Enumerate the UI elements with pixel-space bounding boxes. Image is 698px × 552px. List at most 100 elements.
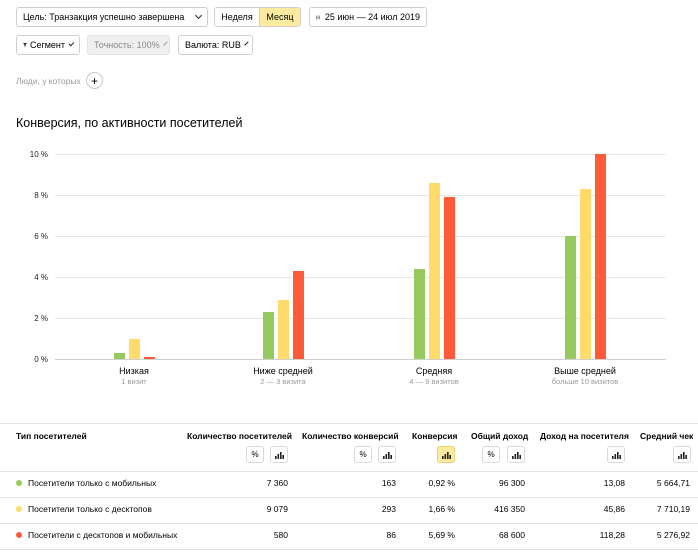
chart-toggle-button-active[interactable] (437, 446, 455, 463)
bar-chart-icon (441, 451, 451, 459)
period-month-button[interactable]: Месяц (259, 7, 301, 27)
add-condition-button[interactable]: + (86, 72, 103, 89)
y-tick-label: 2 % (34, 314, 48, 323)
row-conversions: 86 (386, 530, 396, 540)
category-label: Низкая (119, 366, 149, 376)
chevron-down-icon (162, 41, 168, 46)
y-tick-label: 8 % (34, 191, 48, 200)
bar[interactable] (262, 311, 274, 359)
gridline (55, 277, 666, 278)
col-header-conversion[interactable]: Конверсия (412, 431, 458, 441)
segment-label: Сегмент (29, 40, 66, 50)
chart-toggle-button[interactable] (507, 446, 525, 463)
col-header-per-visitor[interactable]: Доход на посетителя (540, 431, 629, 441)
bar[interactable] (579, 188, 591, 359)
chevron-down-icon (68, 40, 75, 47)
series-dot-yellow (16, 506, 22, 512)
percent-toggle-button[interactable]: % (246, 446, 264, 463)
percent-icon: % (251, 450, 259, 459)
row-conversion: 0,92 % (428, 478, 455, 488)
y-tick-label: 0 % (34, 355, 48, 364)
chart-toggle-button[interactable] (270, 446, 288, 463)
chart-toggle-button[interactable] (607, 446, 625, 463)
col-header-visitors[interactable]: Количество посетителей (187, 431, 292, 441)
y-tick-label: 10 % (29, 150, 48, 159)
bar[interactable] (413, 268, 425, 359)
row-revenue: 96 300 (499, 478, 525, 488)
row-per-visitor: 13,08 (603, 478, 625, 488)
people-filter-label: Люди, у которых (16, 76, 81, 86)
percent-toggle-button[interactable]: % (482, 446, 500, 463)
period-month-label: Месяц (266, 12, 294, 22)
col-header-avg-check[interactable]: Средний чек (640, 431, 694, 441)
row-conversion: 1,66 % (428, 504, 455, 514)
bar[interactable] (277, 299, 289, 359)
date-range-button[interactable]: 25 июн — 24 июл 2019 (309, 7, 427, 27)
chart-title: Конверсия, по активности посетителей (16, 116, 243, 130)
bar-chart-icon (611, 451, 621, 459)
category-subtitle: больше 10 визитов (551, 377, 619, 386)
plus-icon: + (90, 73, 98, 88)
calendar-icon (316, 15, 320, 19)
series-dot-green (16, 480, 22, 486)
category-subtitle: 1 визит (121, 377, 147, 386)
accuracy-label: Точность: 100% (94, 40, 160, 50)
bar[interactable] (143, 356, 155, 359)
goal-label: Цель: Транзакция успешно завершена (23, 12, 185, 22)
bar[interactable] (292, 270, 304, 359)
bar[interactable] (594, 154, 606, 359)
col-header-type[interactable]: Тип посетителей (16, 431, 87, 441)
row-conversions: 163 (381, 478, 396, 488)
funnel-icon (23, 43, 27, 47)
period-week-button[interactable]: Неделя (214, 7, 260, 27)
row-conversions: 293 (381, 504, 396, 514)
category-label: Выше средней (554, 366, 616, 376)
row-avg-check: 7 710,19 (656, 504, 690, 514)
currency-label: Валюта: RUB (185, 40, 241, 50)
col-header-revenue[interactable]: Общий доход (471, 431, 529, 441)
bar[interactable] (128, 338, 140, 359)
goal-select[interactable]: Цель: Транзакция успешно завершена (16, 7, 208, 27)
row-type: Посетители только с десктопов (28, 504, 152, 514)
category-label: Ниже средней (253, 366, 313, 376)
bar-chart-icon (511, 451, 521, 459)
col-header-conversions[interactable]: Количество конверсий (302, 431, 399, 441)
row-visitors: 580 (273, 530, 288, 540)
row-divider (0, 523, 698, 524)
y-tick-label: 4 % (34, 273, 48, 282)
row-avg-check: 5 276,92 (656, 530, 690, 540)
row-type: Посетители только с мобильных (28, 478, 157, 488)
series-dot-red (16, 532, 22, 538)
bar[interactable] (564, 236, 576, 359)
bar-chart-icon (382, 451, 392, 459)
gridline (55, 318, 666, 319)
row-divider (0, 497, 698, 498)
row-visitors: 7 360 (266, 478, 288, 488)
accuracy-select[interactable]: Точность: 100% (87, 35, 170, 55)
row-conversion: 5,69 % (428, 530, 455, 540)
bar-chart-icon (677, 451, 687, 459)
percent-toggle-button[interactable]: % (354, 446, 372, 463)
chart-toggle-button[interactable] (673, 446, 691, 463)
row-per-visitor: 45,86 (603, 504, 625, 514)
currency-select[interactable]: Валюта: RUB (178, 35, 253, 55)
row-per-visitor: 118,28 (599, 530, 625, 540)
row-revenue: 68 600 (499, 530, 525, 540)
bar[interactable] (428, 182, 440, 359)
row-visitors: 9 079 (266, 504, 288, 514)
row-avg-check: 5 664,71 (656, 478, 690, 488)
bar[interactable] (443, 197, 455, 359)
x-axis-line (55, 359, 666, 360)
period-week-label: Неделя (221, 12, 253, 22)
percent-icon: % (487, 450, 495, 459)
segment-button[interactable]: Сегмент (16, 35, 80, 55)
row-divider (0, 471, 698, 472)
category-subtitle: 4 — 9 визитов (409, 377, 459, 386)
table-top-border (0, 423, 698, 424)
gridline (55, 236, 666, 237)
row-revenue: 416 350 (494, 504, 525, 514)
gridline (55, 195, 666, 196)
chevron-down-icon (244, 41, 249, 46)
chart-toggle-button[interactable] (378, 446, 396, 463)
bar[interactable] (113, 352, 125, 359)
